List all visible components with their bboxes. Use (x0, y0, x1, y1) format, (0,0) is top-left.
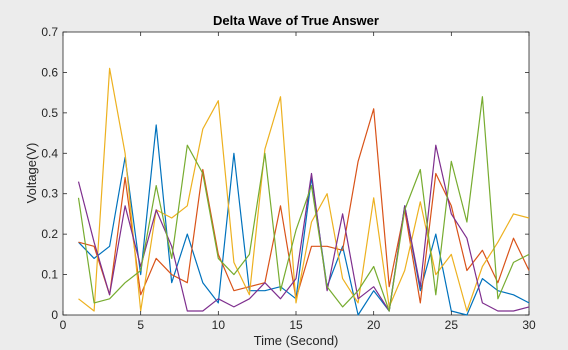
series-line-3 (78, 67, 530, 312)
series-line-2 (78, 108, 530, 304)
x-tick-label: 30 (522, 318, 536, 332)
y-tick-label: 0.3 (41, 187, 58, 201)
series-line-5 (77, 96, 530, 312)
y-tick-labels: 0 0.1 0.2 0.3 0.4 0.5 0.6 0.7 (41, 25, 58, 322)
y-axis-label: Voltage(V) (24, 143, 39, 204)
y-tick-label: 0.7 (41, 25, 58, 39)
plot-lines (77, 67, 530, 316)
chart-title: Delta Wave of True Answer (213, 13, 379, 28)
x-tick-label: 25 (445, 318, 459, 332)
x-tick-label: 0 (60, 318, 67, 332)
y-tick-label: 0.6 (41, 65, 58, 79)
x-tick-label: 15 (289, 318, 303, 332)
y-tick-label: 0.2 (41, 227, 58, 241)
x-axis-label: Time (Second) (254, 333, 339, 348)
y-tick-label: 0 (51, 308, 58, 322)
x-tick-label: 5 (137, 318, 144, 332)
axis-ticks (62, 31, 530, 316)
plot-area (62, 31, 530, 316)
series-line-1 (78, 124, 530, 316)
x-tick-labels: 0 5 10 15 20 25 30 (60, 318, 536, 332)
y-tick-label: 0.4 (41, 146, 58, 160)
y-tick-label: 0.1 (41, 268, 58, 282)
series-line-4 (77, 144, 530, 312)
x-tick-label: 10 (212, 318, 226, 332)
y-tick-label: 0.5 (41, 106, 58, 120)
x-tick-label: 20 (367, 318, 381, 332)
